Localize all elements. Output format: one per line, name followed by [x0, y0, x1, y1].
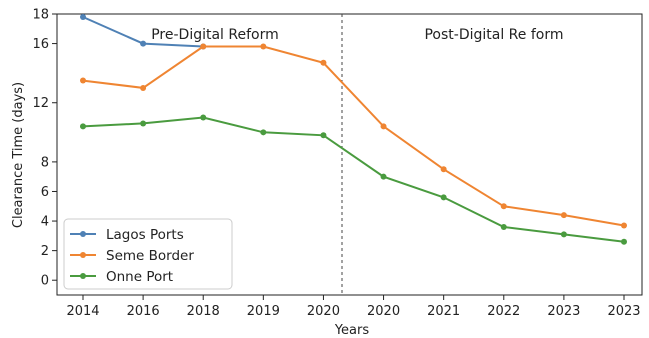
legend-label-seme-border: Seme Border	[106, 248, 194, 264]
y-tick-label: 12	[32, 96, 49, 111]
x-tick-label: 2014	[66, 304, 99, 319]
data-point-seme-border	[200, 43, 207, 50]
data-point-seme-border	[500, 203, 507, 210]
data-point-seme-border	[560, 212, 567, 219]
legend-label-lagos-ports: Lagos Ports	[106, 227, 184, 243]
x-tick-label: 2016	[127, 304, 160, 319]
y-tick-label: 0	[41, 274, 49, 289]
data-point-onne-port	[140, 120, 147, 127]
y-axis-ticks: 0 2 4 6 8 12 16 18	[32, 8, 57, 289]
series-line-seme-border	[82, 45, 625, 227]
y-tick-label: 6	[41, 185, 49, 200]
data-point-onne-port	[560, 231, 567, 238]
data-point-seme-border	[440, 166, 447, 173]
x-tick-label: 2023	[607, 304, 640, 319]
x-axis-ticks: 2014 2016 2018 2019 2020 2020 2021 2022 2023 2023	[66, 295, 641, 319]
legend-label-onne-port: Onne Port	[106, 269, 173, 285]
x-tick-label: 2020	[307, 304, 340, 319]
x-tick-label: 2020	[367, 304, 400, 319]
legend-marker-seme-border	[80, 252, 86, 258]
y-tick-label: 18	[32, 8, 49, 23]
data-point-onne-port	[440, 194, 447, 201]
data-point-onne-port	[80, 123, 86, 130]
legend-marker-onne-port	[80, 273, 86, 279]
data-point-onne-port	[621, 238, 627, 245]
y-tick-label: 2	[41, 244, 49, 259]
y-axis-title: Clearance Time (days)	[11, 82, 26, 228]
data-point-onne-port	[200, 114, 207, 121]
y-tick-label: 8	[41, 155, 49, 170]
data-point-onne-port	[500, 223, 507, 230]
data-point-seme-border	[140, 84, 147, 91]
data-point-onne-port	[320, 132, 327, 139]
data-point-seme-border	[80, 77, 86, 84]
y-tick-label: 16	[32, 37, 49, 52]
data-point-lagos-ports	[80, 13, 86, 20]
x-tick-label: 2021	[427, 304, 460, 319]
data-point-seme-border	[380, 123, 387, 130]
legend-box	[63, 218, 233, 290]
data-point-seme-border	[621, 222, 627, 229]
data-point-onne-port	[380, 173, 387, 180]
x-tick-label: 2023	[547, 304, 580, 319]
annotation-post-digital: Post-Digital Re form	[424, 27, 563, 43]
x-tick-label: 2018	[187, 304, 220, 319]
x-tick-label: 2019	[247, 304, 280, 319]
legend-marker-lagos-ports	[80, 231, 86, 237]
data-point-seme-border	[260, 43, 267, 50]
legend: Lagos Ports Seme Border Onne Port	[63, 218, 233, 290]
series-line-onne-port	[82, 116, 625, 243]
y-tick-label: 4	[41, 215, 49, 230]
data-point-lagos-ports	[140, 40, 147, 47]
annotation-pre-digital: Pre-Digital Reform	[151, 27, 279, 43]
x-tick-label: 2022	[487, 304, 520, 319]
x-axis-title: Years	[334, 323, 370, 338]
series-layer	[80, 13, 627, 245]
data-point-seme-border	[320, 59, 327, 66]
data-point-onne-port	[260, 129, 267, 136]
